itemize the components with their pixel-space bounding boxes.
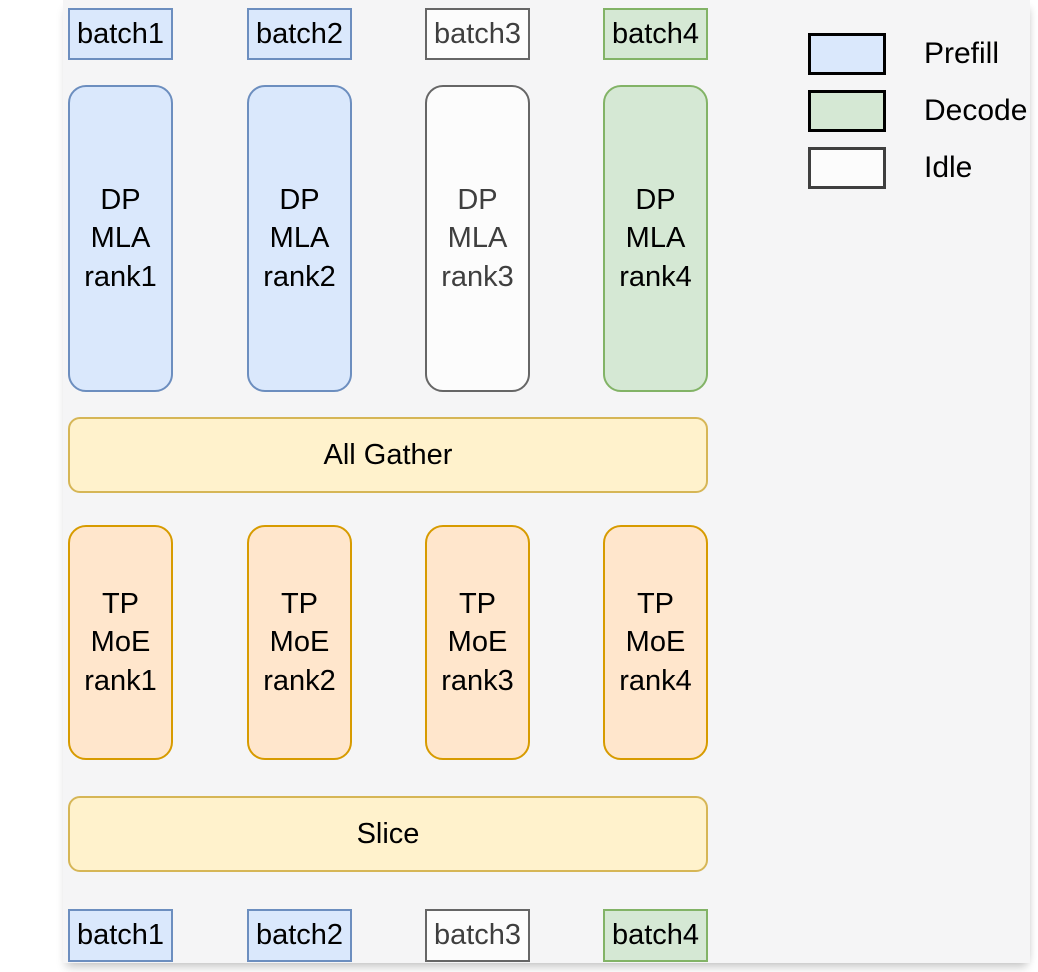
top-batch4-box: batch4 — [603, 8, 708, 60]
tp-rank1-line2: MoE — [90, 626, 151, 659]
tp-rank1-line1: TP — [101, 588, 140, 621]
legend-row-idle: Idle — [808, 147, 972, 189]
legend-swatch-prefill — [808, 33, 886, 75]
dp-mla-rank1-box: DP MLA rank1 — [68, 85, 173, 392]
legend-label-prefill: Prefill — [924, 37, 1000, 70]
all-gather-bar: All Gather — [68, 417, 708, 493]
bottom-batch2-box: batch2 — [247, 909, 352, 962]
dp-mla-rank2-box: DP MLA rank2 — [247, 85, 352, 392]
dp-rank4-line1: DP — [635, 184, 676, 217]
dp-rank1-line2: MLA — [90, 222, 151, 255]
bottom-batch3-box: batch3 — [425, 909, 530, 962]
dp-rank1-line3: rank1 — [84, 260, 157, 293]
tp-rank4-line1: TP — [636, 588, 675, 621]
tp-rank1-line3: rank1 — [84, 664, 157, 697]
legend-swatch-decode — [808, 90, 886, 132]
tp-rank2-line3: rank2 — [263, 664, 336, 697]
legend-label-decode: Decode — [924, 94, 1028, 127]
bottom-batch4-box: batch4 — [603, 909, 708, 962]
dp-rank3-line3: rank3 — [441, 260, 514, 293]
dp-rank4-line2: MLA — [625, 222, 686, 255]
tp-moe-rank1-box: TP MoE rank1 — [68, 525, 173, 760]
tp-rank2-line2: MoE — [269, 626, 330, 659]
legend-swatch-idle — [808, 147, 886, 189]
tp-rank2-line1: TP — [280, 588, 319, 621]
dp-rank1-line1: DP — [100, 184, 141, 217]
diagram-canvas: batch1 batch2 batch3 batch4 DP MLA rank1… — [63, 0, 1030, 963]
legend-row-decode: Decode — [808, 90, 1027, 132]
dp-rank2-line2: MLA — [269, 222, 330, 255]
dp-mla-rank3-box: DP MLA rank3 — [425, 85, 530, 392]
dp-rank2-line1: DP — [279, 184, 320, 217]
dp-rank3-line2: MLA — [447, 222, 508, 255]
tp-moe-rank4-box: TP MoE rank4 — [603, 525, 708, 760]
top-batch2-box: batch2 — [247, 8, 352, 60]
dp-rank2-line3: rank2 — [263, 260, 336, 293]
top-batch3-box: batch3 — [425, 8, 530, 60]
legend-label-idle: Idle — [924, 151, 973, 184]
tp-rank3-line1: TP — [458, 588, 497, 621]
tp-rank3-line2: MoE — [447, 626, 508, 659]
slice-bar: Slice — [68, 796, 708, 872]
bottom-batch1-box: batch1 — [68, 909, 173, 962]
dp-rank3-line1: DP — [457, 184, 498, 217]
tp-rank4-line2: MoE — [625, 626, 686, 659]
dp-mla-rank4-box: DP MLA rank4 — [603, 85, 708, 392]
tp-moe-rank2-box: TP MoE rank2 — [247, 525, 352, 760]
tp-rank3-line3: rank3 — [441, 664, 514, 697]
top-batch1-box: batch1 — [68, 8, 173, 60]
legend-row-prefill: Prefill — [808, 33, 999, 75]
tp-moe-rank3-box: TP MoE rank3 — [425, 525, 530, 760]
dp-rank4-line3: rank4 — [619, 260, 692, 293]
tp-rank4-line3: rank4 — [619, 664, 692, 697]
